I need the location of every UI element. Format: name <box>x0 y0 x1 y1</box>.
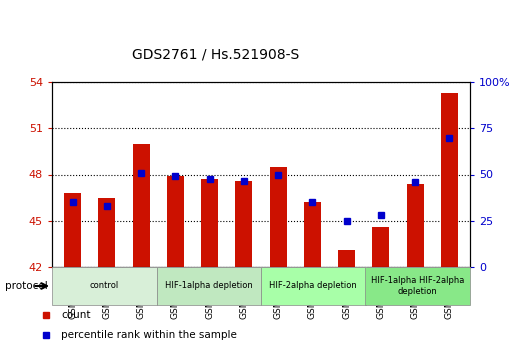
Bar <box>304 202 321 267</box>
Bar <box>372 227 389 267</box>
Bar <box>156 267 261 305</box>
Text: count: count <box>61 310 90 320</box>
Bar <box>407 184 424 267</box>
Bar <box>167 176 184 267</box>
Text: control: control <box>90 282 119 290</box>
Bar <box>132 144 150 267</box>
Text: HIF-1alpha depletion: HIF-1alpha depletion <box>165 282 252 290</box>
Text: protocol: protocol <box>5 281 48 291</box>
Text: percentile rank within the sample: percentile rank within the sample <box>61 330 237 340</box>
Bar <box>98 198 115 267</box>
Bar <box>64 193 81 267</box>
Text: GDS2761 / Hs.521908-S: GDS2761 / Hs.521908-S <box>132 47 299 61</box>
Bar <box>261 267 365 305</box>
Text: HIF-1alpha HIF-2alpha
depletion: HIF-1alpha HIF-2alpha depletion <box>371 276 464 296</box>
Bar <box>269 167 287 267</box>
Bar <box>365 267 470 305</box>
Bar <box>441 93 458 267</box>
Bar <box>52 267 156 305</box>
Bar <box>235 181 252 267</box>
Bar <box>338 250 355 267</box>
Bar <box>201 179 218 267</box>
Text: HIF-2alpha depletion: HIF-2alpha depletion <box>269 282 357 290</box>
